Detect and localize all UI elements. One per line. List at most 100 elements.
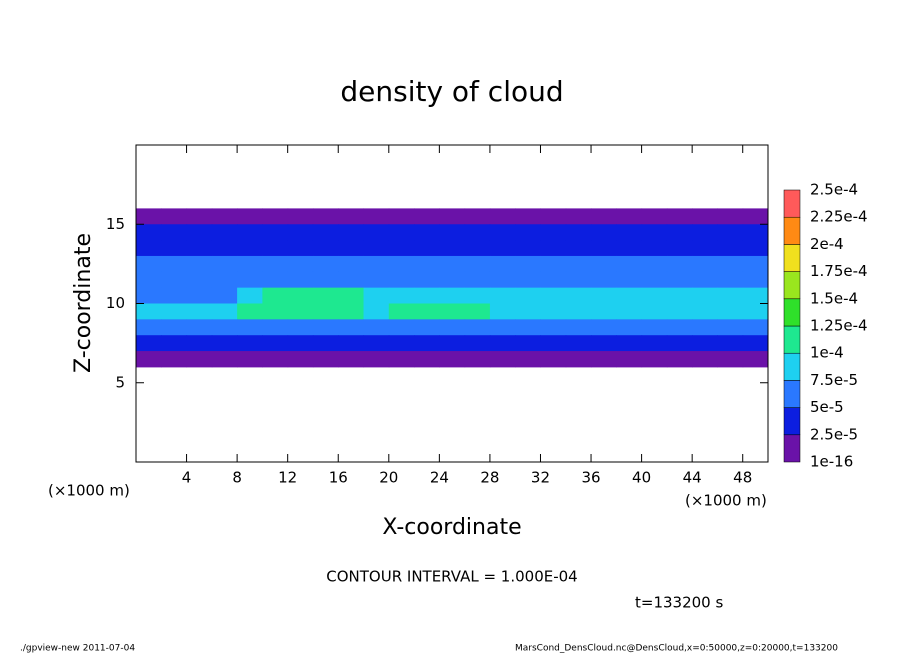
cell [287, 208, 314, 225]
cell [439, 208, 466, 225]
cell [616, 255, 643, 273]
cell [666, 287, 693, 304]
cell [692, 255, 718, 273]
colorbar-label: 2.5e-4 [810, 181, 858, 199]
cell [742, 224, 769, 241]
cell [439, 271, 466, 289]
x-tick-label: 44 [683, 469, 702, 487]
cell [515, 303, 541, 320]
cell [464, 255, 491, 273]
colorbar-label: 1e-16 [810, 453, 853, 471]
cell [312, 335, 339, 352]
cell [414, 335, 440, 352]
cell [136, 240, 162, 257]
cell [591, 351, 617, 368]
colorbar-segment [783, 380, 801, 408]
cell [161, 271, 188, 289]
x-tick-label: 28 [480, 469, 499, 487]
cell [692, 208, 718, 225]
cell [641, 303, 668, 320]
cell [414, 271, 440, 289]
cell [363, 224, 390, 241]
cell [515, 351, 541, 368]
cell [287, 319, 314, 336]
cell [388, 208, 415, 225]
cell [540, 351, 567, 368]
x-tick-label: 32 [531, 469, 550, 487]
cell [717, 255, 744, 273]
y-tick-label: 10 [106, 294, 125, 312]
cell [591, 208, 617, 225]
cell [591, 287, 617, 304]
cell [262, 303, 289, 320]
colorbar-label: 1.5e-4 [810, 289, 858, 307]
cell [186, 224, 213, 241]
cell [161, 351, 188, 368]
cell [363, 255, 390, 273]
cell [439, 351, 466, 368]
cell [540, 303, 567, 320]
cell [414, 319, 440, 336]
x-tick-label: 16 [329, 469, 348, 487]
cell [388, 240, 415, 257]
cell [338, 224, 365, 241]
cell [388, 255, 415, 273]
cell [211, 224, 238, 241]
cell [717, 319, 744, 336]
cell [591, 335, 617, 352]
cell [742, 208, 769, 225]
cell [414, 224, 440, 241]
cell [641, 319, 668, 336]
cell [186, 335, 213, 352]
cell [338, 287, 365, 304]
cell [388, 287, 415, 304]
cell [262, 224, 289, 241]
cell [565, 303, 592, 320]
cell [616, 303, 643, 320]
cell [464, 351, 491, 368]
cell [338, 351, 365, 368]
cell [312, 224, 339, 241]
colorbar-segment [783, 434, 801, 463]
cell [262, 271, 289, 289]
cell [414, 351, 440, 368]
cell [414, 287, 440, 304]
cell [717, 303, 744, 320]
cell [287, 351, 314, 368]
cell [136, 287, 162, 304]
cell [262, 208, 289, 225]
cell [262, 335, 289, 352]
cell [489, 224, 516, 241]
cell [515, 271, 541, 289]
cell [591, 224, 617, 241]
cell [464, 303, 491, 320]
cell [692, 351, 718, 368]
cell [489, 240, 516, 257]
cell [666, 208, 693, 225]
cell [439, 255, 466, 273]
cell [591, 271, 617, 289]
cell [565, 224, 592, 241]
cell [287, 335, 314, 352]
cell [666, 224, 693, 241]
cell [489, 287, 516, 304]
cell [363, 271, 390, 289]
cell [616, 351, 643, 368]
cell [641, 335, 668, 352]
cell [742, 335, 769, 352]
cell [136, 319, 162, 336]
cell [742, 255, 769, 273]
time-note: t=133200 s [635, 594, 723, 612]
cell [565, 208, 592, 225]
cell [439, 303, 466, 320]
cell [515, 208, 541, 225]
cell [237, 303, 263, 320]
cell [489, 255, 516, 273]
colorbar-segment [783, 352, 801, 381]
cell [186, 319, 213, 336]
cell [515, 335, 541, 352]
cell [211, 303, 238, 320]
cell [363, 335, 390, 352]
cell [464, 335, 491, 352]
